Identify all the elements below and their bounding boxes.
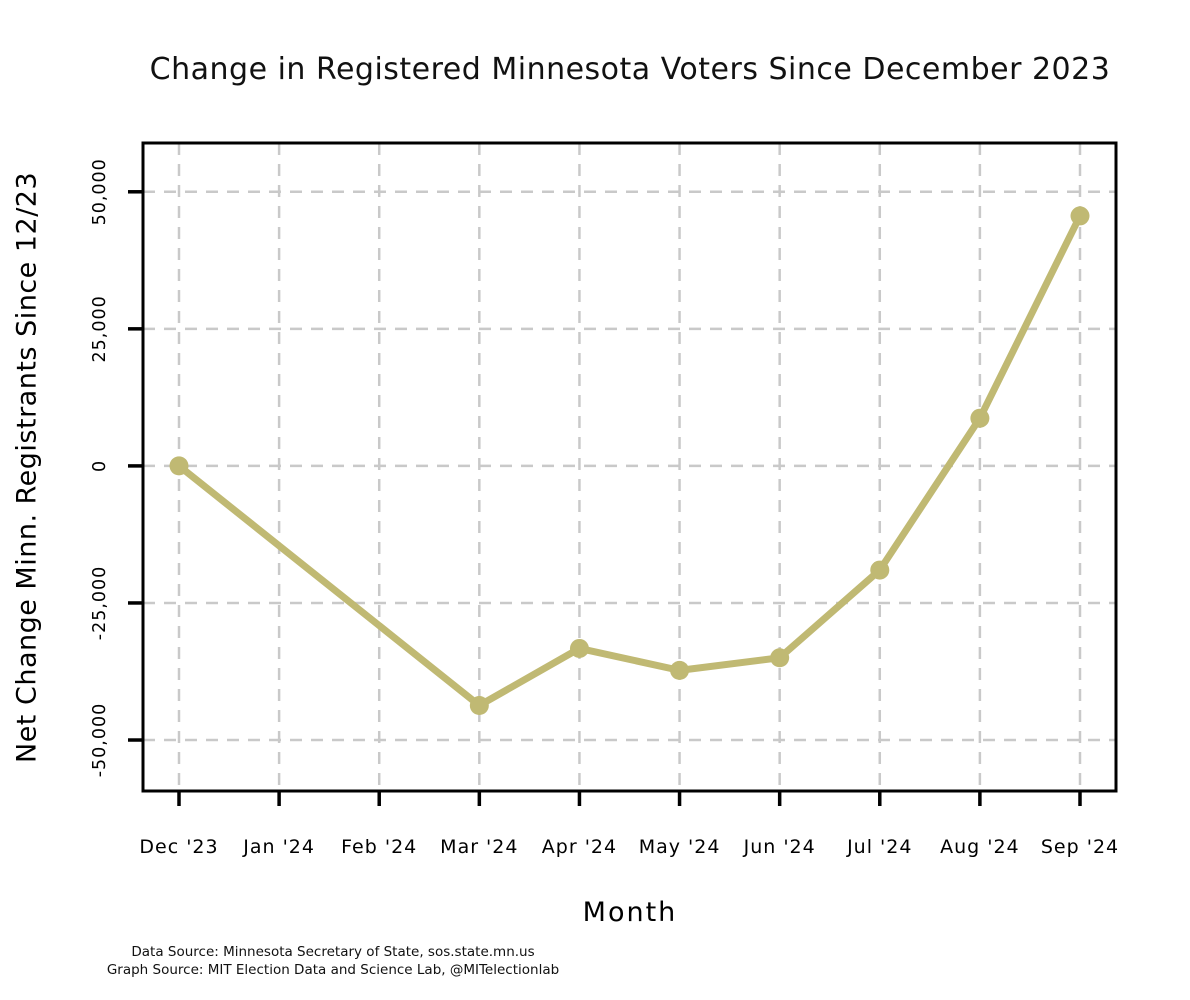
x-tick-label: Jun '24 (743, 836, 816, 858)
x-axis-title: Month (582, 897, 678, 928)
x-tick-label: Jan '24 (242, 836, 315, 858)
x-tick-label: Jul '24 (846, 836, 912, 858)
y-tick-label: -50,000 (90, 703, 110, 778)
y-tick-label: 50,000 (90, 158, 110, 225)
y-tick-label: 25,000 (90, 295, 110, 362)
x-tick-label: Aug '24 (940, 836, 1020, 858)
data-point (670, 660, 690, 680)
data-point (1070, 206, 1090, 226)
x-tick-label: Mar '24 (440, 836, 518, 858)
x-tick-label: May '24 (639, 836, 721, 858)
x-tick-label: Sep '24 (1041, 836, 1119, 858)
data-point (169, 456, 189, 476)
x-tick-label: Apr '24 (542, 836, 617, 858)
data-line (175, 212, 1084, 709)
graph-source-note: Graph Source: MIT Election Data and Scie… (106, 962, 560, 978)
data-source-note: Data Source: Minnesota Secretary of Stat… (131, 944, 535, 960)
data-point (469, 695, 489, 715)
x-tick-label: Dec '23 (139, 836, 218, 858)
data-point (870, 560, 890, 580)
y-tick-label: -25,000 (90, 566, 110, 641)
chart-title: Change in Registered Minnesota Voters Si… (149, 52, 1111, 87)
chart-footer: Data Source: Minnesota Secretary of Stat… (78, 943, 588, 979)
data-point (970, 408, 990, 428)
x-tick-label: Feb '24 (341, 836, 417, 858)
data-point (770, 648, 790, 668)
y-tick-label: 0 (90, 460, 110, 472)
data-point (569, 638, 589, 658)
